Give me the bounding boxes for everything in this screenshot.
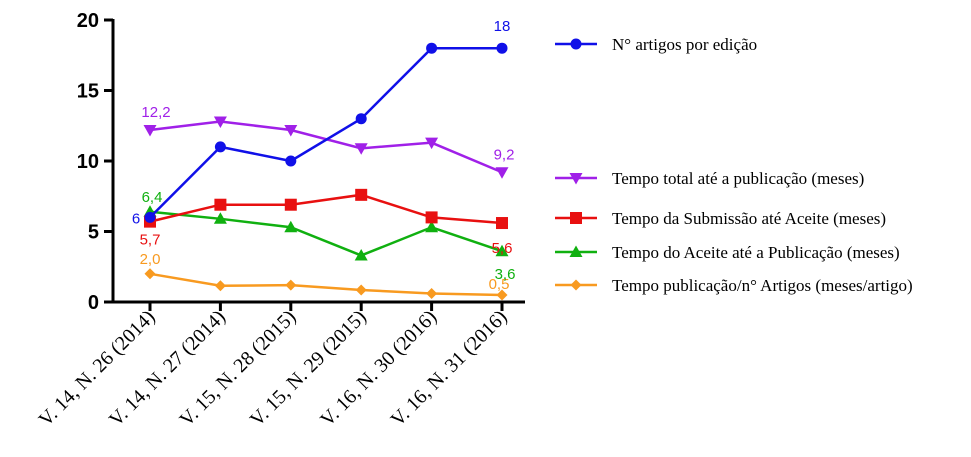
- data-point: [284, 220, 298, 233]
- y-tick-label: 10: [77, 151, 99, 173]
- series-3: [144, 188, 508, 230]
- data-point: [285, 279, 297, 291]
- data-label: 12,2: [141, 104, 170, 121]
- legend-marker: [570, 279, 582, 291]
- y-tick-label: 5: [88, 222, 99, 244]
- data-point: [213, 116, 227, 129]
- legend-label: Tempo da Submissão até Aceite (meses): [612, 209, 886, 228]
- data-label: 2,0: [140, 251, 161, 268]
- legend-label: Tempo publicação/n° Artigos (meses/artig…: [612, 276, 913, 295]
- data-point: [214, 198, 227, 211]
- x-tick-label: V. 16, N. 31 (2016): [387, 306, 512, 431]
- data-point: [213, 212, 227, 224]
- data-point: [285, 155, 297, 167]
- data-label: 9,2: [494, 146, 515, 163]
- data-point: [355, 113, 367, 125]
- data-point: [426, 42, 438, 54]
- data-point: [495, 167, 509, 179]
- series-line: [149, 46, 502, 219]
- y-tick-label: 20: [77, 10, 99, 32]
- data-point: [354, 143, 368, 155]
- data-point: [425, 211, 438, 224]
- y-tick-label: 0: [88, 292, 99, 314]
- legend-entry: Tempo total até a publicação (meses): [555, 169, 864, 188]
- y-tick-label: 15: [77, 81, 99, 103]
- data-label: 5,6: [492, 240, 513, 257]
- data-point: [284, 124, 298, 137]
- data-label: 0,5: [489, 276, 510, 293]
- series-layer: [143, 42, 509, 301]
- data-label: 6: [132, 210, 140, 227]
- x-tick-label: V. 15, N. 28 (2015): [175, 306, 300, 431]
- data-point: [143, 124, 157, 137]
- axes: 0 5 10 15 20 V. 14, N. 26 (2014)V. 14, N. 27 …: [35, 10, 525, 431]
- data-labels-layer: 2,0 0,5 6,4 3,6 5,7 5,6 12,2 9,2 6 18: [132, 18, 516, 293]
- data-point: [144, 211, 156, 223]
- data-label: 3,6: [495, 266, 516, 283]
- data-point: [354, 248, 368, 261]
- x-tick-label: V. 14, N. 27 (2014): [105, 306, 230, 431]
- x-tick-label: V. 15, N. 29 (2015): [246, 306, 371, 431]
- legend-marker: [570, 212, 582, 224]
- series-1: [144, 42, 508, 223]
- data-point: [426, 288, 438, 300]
- data-label: 6,4: [142, 189, 163, 206]
- x-tick-label: V. 14, N. 26 (2014): [35, 306, 160, 431]
- legend-marker: [570, 38, 582, 50]
- data-point: [496, 289, 508, 301]
- data-point: [144, 268, 156, 280]
- series-5: [144, 268, 508, 301]
- data-point: [496, 217, 508, 230]
- legend: N° artigos por edição Tempo total até a p…: [555, 35, 913, 295]
- data-point: [214, 280, 226, 292]
- legend-entry: N° artigos por edição: [555, 35, 757, 54]
- data-point: [425, 137, 439, 150]
- series-line: [149, 193, 503, 225]
- data-label: 18: [494, 18, 511, 35]
- legend-label: Tempo do Aceite até a Publicação (meses): [612, 243, 900, 262]
- series-line: [149, 272, 503, 297]
- legend-entry: Tempo do Aceite até a Publicação (meses): [555, 243, 900, 262]
- legend-marker: [569, 245, 583, 257]
- series-line: [149, 210, 503, 257]
- series-4: [143, 205, 509, 261]
- data-point: [495, 244, 509, 257]
- legend-marker: [569, 173, 583, 185]
- data-point: [496, 42, 508, 54]
- data-label: 5,7: [140, 232, 161, 249]
- legend-entry: Tempo publicação/n° Artigos (meses/artig…: [555, 276, 913, 295]
- legend-label: N° artigos por edição: [612, 35, 757, 54]
- data-point: [355, 188, 368, 201]
- legend-entry: Tempo da Submissão até Aceite (meses): [555, 209, 886, 228]
- data-point: [214, 141, 226, 153]
- legend-label: Tempo total até a publicação (meses): [612, 169, 864, 188]
- data-point: [425, 220, 439, 233]
- x-tick-label: V. 16, N. 30 (2016): [316, 306, 441, 431]
- data-point: [284, 198, 297, 211]
- data-point: [355, 284, 367, 296]
